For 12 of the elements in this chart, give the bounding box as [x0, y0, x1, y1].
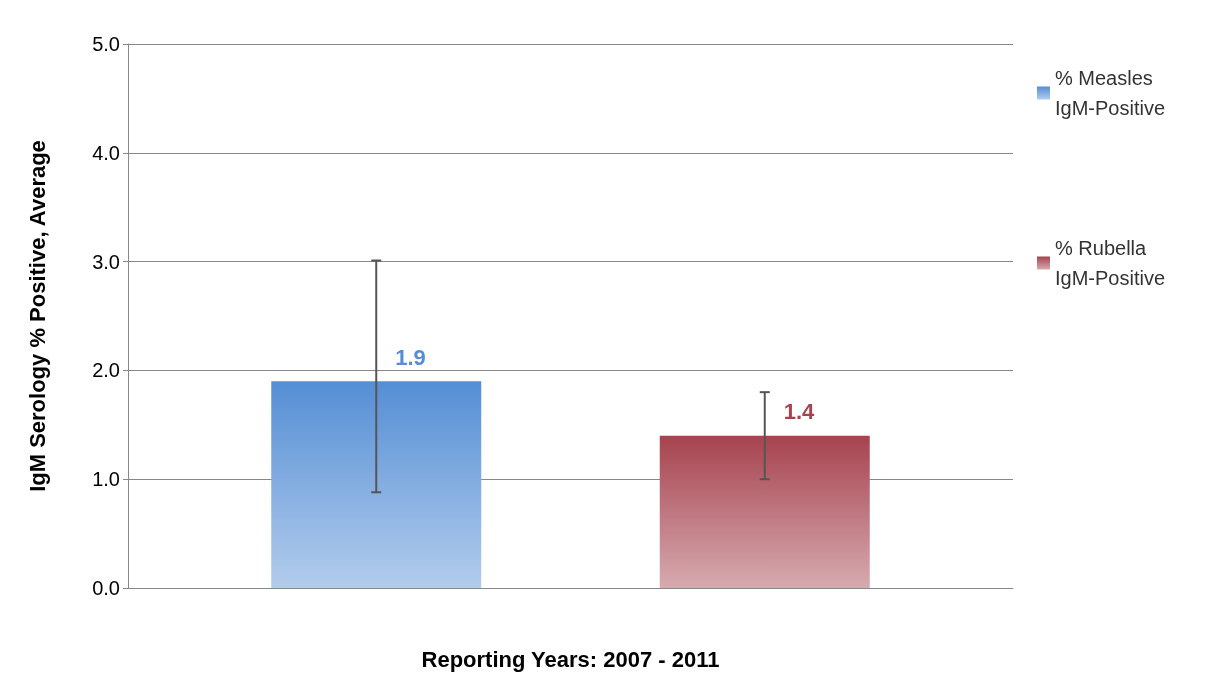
y-tick-label: 2.0: [92, 359, 120, 382]
data-label: 1.4: [783, 399, 816, 425]
y-tick-label: 0.0: [92, 577, 120, 599]
y-axis-title: IgM Serology % Positive, Average: [24, 140, 50, 492]
y-tick-label: 1.0: [92, 468, 120, 491]
y-tick-label: 4.0: [92, 141, 120, 164]
x-axis-title: Reporting Years: 2007 - 2011: [421, 646, 720, 672]
data-label: 1.9: [395, 344, 426, 370]
y-tick-label: 3.0: [92, 250, 120, 273]
legend-label: % Rubella IgM-Positive: [1055, 237, 1166, 289]
legend-label: % Measles IgM-Positive: [1055, 67, 1166, 119]
y-tick-label: 5.0: [92, 33, 120, 55]
